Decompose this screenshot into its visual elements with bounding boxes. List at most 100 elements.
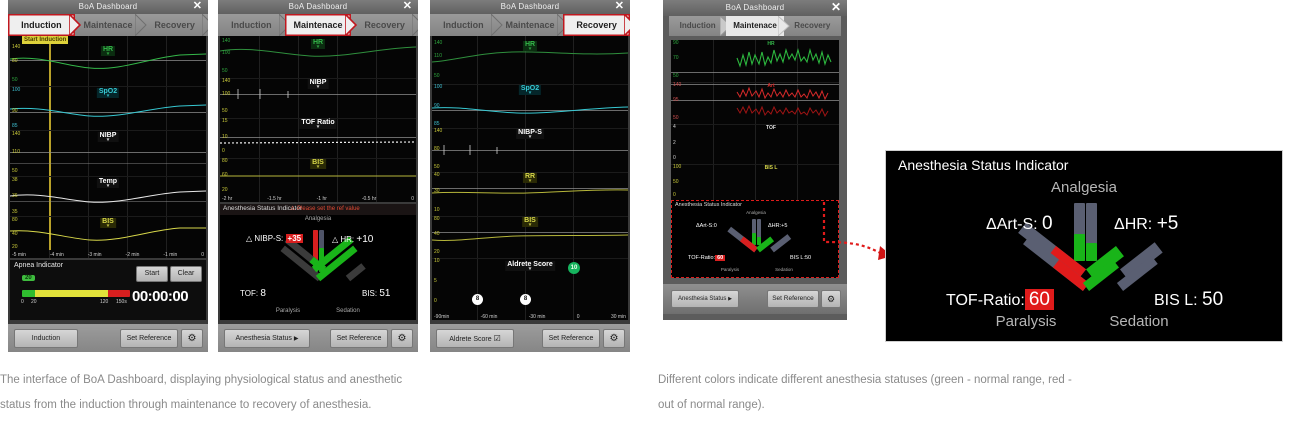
close-icon[interactable]: ✕ xyxy=(830,0,841,14)
tab-recovery[interactable]: Recovery xyxy=(141,14,208,36)
apnea-scale-20: 20 xyxy=(31,299,37,305)
band-tof xyxy=(671,124,839,165)
anesthesia-status-button[interactable]: Anesthesia Status ▶ xyxy=(671,290,739,308)
signal-label-temp: Temp ▾ xyxy=(96,178,120,189)
window-maintenance-thumb: BoA Dashboard ✕ Induction Maintenace Rec… xyxy=(663,0,847,320)
signal-label-tof: TOF xyxy=(766,125,776,131)
gear-icon[interactable]: ⚙ xyxy=(391,329,413,348)
enlarged-value-bis-l: BIS L: 50 xyxy=(1154,289,1223,311)
signal-label-aldrete: Aldrete Score ▾ xyxy=(505,261,555,272)
close-icon[interactable]: ✕ xyxy=(402,0,412,12)
warning-triangle-icon: ⚠ xyxy=(290,206,296,212)
xtick: -5 min xyxy=(12,252,26,258)
tab-induction[interactable]: Induction xyxy=(669,16,733,36)
set-reference-button[interactable]: Set Reference xyxy=(542,329,600,348)
set-reference-button[interactable]: Set Reference xyxy=(120,329,178,348)
toolbar-recovery: Aldrete Score ☑ Set Reference ⚙ xyxy=(430,324,630,352)
gear-icon[interactable]: ⚙ xyxy=(821,290,841,308)
caption-left-line2: status from the induction through mainte… xyxy=(0,399,372,411)
asi-value-bis-l: BIS L:50 xyxy=(790,255,811,261)
signal-label-rr: RR ▾ xyxy=(522,173,538,184)
band-nibp xyxy=(10,130,206,177)
anesthesia-status-label: Anesthesia Status xyxy=(235,335,292,342)
xaxis-induction: -5 min -4 min -3 min -2 min -1 min 0 xyxy=(10,252,206,258)
trace-nibp-markers xyxy=(237,89,289,99)
set-reference-button[interactable]: Set Reference xyxy=(767,290,819,308)
anesthesia-status-indicator-thumb[interactable]: Anesthesia Status Indicator Analgesia Pa… xyxy=(671,200,839,278)
mode-button-induction[interactable]: Induction xyxy=(14,329,78,348)
tab-label: Recovery xyxy=(364,20,405,30)
trend-plot-maintenance[interactable]: 140 100 50 HR ▾ 140 100 50 NIBP ▾ xyxy=(220,36,416,202)
tab-maintenance[interactable]: Maintenace xyxy=(497,14,570,36)
trace-bis xyxy=(220,175,416,177)
apnea-badge: 20 xyxy=(22,275,35,281)
tab-strip: Induction Maintenace Recovery xyxy=(8,14,208,36)
apnea-scale-120: 120 xyxy=(100,299,109,305)
chevron-right-icon xyxy=(278,14,291,36)
asi-alert-value-tof-ratio: 60 xyxy=(715,255,726,261)
band-hr xyxy=(432,40,628,85)
xtick: -2 hr xyxy=(222,196,233,202)
signal-label-nibp: NIBP ▾ xyxy=(97,132,119,143)
asi-value-art-s: ΔArt-S:0 xyxy=(696,223,717,229)
apnea-label: Apnea Indicator xyxy=(14,262,64,269)
tab-maintenance[interactable]: Maintenace xyxy=(75,14,148,36)
signal-label-hr: HR ▾ xyxy=(100,46,116,57)
tab-strip: Induction Maintenace Recovery xyxy=(669,16,841,36)
tab-induction[interactable]: Induction xyxy=(8,14,81,36)
chevron-right-icon xyxy=(135,14,148,36)
tab-maintenance[interactable]: Maintenace xyxy=(726,16,790,36)
tab-recovery[interactable]: Recovery xyxy=(784,16,841,36)
start-button[interactable]: Start xyxy=(136,266,168,282)
enlarged-number-bis-l: 50 xyxy=(1202,289,1224,310)
band-hr xyxy=(671,40,839,83)
tab-recovery[interactable]: Recovery xyxy=(563,14,630,36)
close-icon[interactable]: ✕ xyxy=(614,0,624,12)
xtick: 0 xyxy=(411,196,414,202)
apnea-indicator: Apnea Indicator 20 0 20 120 150s Start C… xyxy=(10,260,206,320)
anesthesia-status-label: Anesthesia Status xyxy=(678,296,727,302)
anesthesia-status-indicator[interactable]: Anesthesia Status Indicator ⚠ Please set… xyxy=(220,204,416,320)
clear-button[interactable]: Clear xyxy=(170,266,202,282)
tab-recovery[interactable]: Recovery xyxy=(351,14,418,36)
band-rr xyxy=(432,172,628,217)
chevron-right-icon xyxy=(412,14,418,36)
band-bis xyxy=(432,216,628,259)
trend-plot-induction[interactable]: Start Induction 140 80 50 HR ▾ 100 90 8 xyxy=(10,36,206,258)
titlebar: BoA Dashboard ✕ xyxy=(8,0,208,14)
gear-icon[interactable]: ⚙ xyxy=(603,329,625,348)
trace-hr xyxy=(432,51,628,63)
aldrete-score-button[interactable]: Aldrete Score ☑ xyxy=(436,329,514,348)
tab-maintenance[interactable]: Maintenace xyxy=(284,14,358,36)
trend-plot-thumb[interactable]: 90 70 50 HR 140 95 50 Art 4 2 0 TOF 100 xyxy=(671,40,839,202)
xtick: -0.5 hr xyxy=(361,196,377,202)
chevron-right-icon xyxy=(202,14,208,36)
asi-number-tof: 8 xyxy=(260,288,266,299)
asi-value-hr: △ HR: +10 xyxy=(332,234,373,245)
chevron-right-icon xyxy=(490,14,503,36)
tab-induction[interactable]: Induction xyxy=(218,14,291,36)
asi-arm-analgesia-ok xyxy=(752,233,756,245)
asi-cap-paralysis: Paralysis xyxy=(275,308,301,314)
xtick: 0 xyxy=(576,314,580,320)
xtick: -30 min xyxy=(528,314,546,320)
enlarged-arm-analgesia-2bg xyxy=(1086,203,1097,261)
window-title: BoA Dashboard xyxy=(288,2,348,11)
asi-number-bis-l: 50 xyxy=(804,255,812,261)
tab-induction[interactable]: Induction xyxy=(430,14,503,36)
enlarged-alert-value-tof-ratio: 60 xyxy=(1024,289,1054,310)
xaxis-recovery: -90min -60 min -30 min 0 30 min xyxy=(432,314,628,320)
asi-header: Anesthesia Status Indicator ⚠ Please set… xyxy=(220,204,416,215)
trace-spo2 xyxy=(10,104,206,117)
signal-label-bis: BIS ▾ xyxy=(522,217,538,228)
trend-plot-recovery[interactable]: 140 110 50 HR ▾ 100 90 85 SpO2 ▾ xyxy=(432,36,628,320)
asi-cap-analgesia: Analgesia xyxy=(746,210,766,215)
gear-icon[interactable]: ⚙ xyxy=(181,329,203,348)
signal-label-spo2: SpO2 ▾ xyxy=(96,88,120,99)
trace-hr xyxy=(736,47,832,68)
close-icon[interactable]: ✕ xyxy=(192,0,202,12)
window-induction: BoA Dashboard ✕ Induction Maintenace Rec… xyxy=(8,0,208,352)
anesthesia-status-button[interactable]: Anesthesia Status ▶ xyxy=(224,329,310,348)
set-reference-button[interactable]: Set Reference xyxy=(330,329,388,348)
